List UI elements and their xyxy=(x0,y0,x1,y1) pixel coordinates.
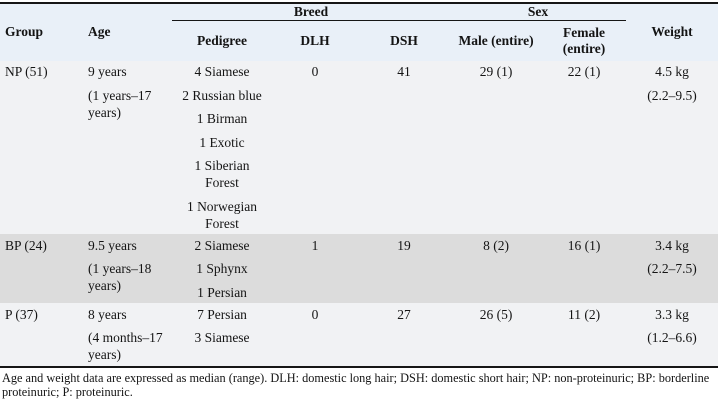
column-group-breed: Breed xyxy=(172,3,451,21)
cell-group: P (37) xyxy=(5,306,38,322)
cell-age: 8 years (4 months–17 years) xyxy=(85,303,172,367)
weight-range: (2.2–7.5) xyxy=(647,261,697,276)
table-body: NP (51) 9 years (1 years–17 years) 4 Sia… xyxy=(0,60,718,367)
pedigree-item: 1 Sphynx xyxy=(196,261,248,276)
cell-weight: 3.3 kg (1.2–6.6) xyxy=(626,303,718,367)
pedigree-item: 1 Siberian Forest xyxy=(194,158,250,190)
cell-male: 8 (2) xyxy=(483,237,509,253)
cell-dsh: 41 xyxy=(397,64,411,79)
column-header-dlh: DLH xyxy=(272,20,358,61)
pedigree-item: 1 Birman xyxy=(196,111,248,126)
age-median: 8 years xyxy=(88,306,127,322)
pedigree-item: 1 Norwegian Forest xyxy=(186,198,258,231)
table-row-np: NP (51) 9 years (1 years–17 years) 4 Sia… xyxy=(0,60,718,235)
age-range: (4 months–17 years) xyxy=(88,330,163,362)
column-header-female: Female (entire) xyxy=(542,20,627,61)
column-header-dsh: DSH xyxy=(358,20,451,61)
column-header-age: Age xyxy=(85,3,172,61)
pedigree-item: 2 Siamese xyxy=(194,237,250,253)
age-range: (1 years–17 years) xyxy=(88,87,152,120)
cat-demographics-table: Group Age Breed Sex Weight Pedigree DLH … xyxy=(0,2,718,368)
table-footnote: Age and weight data are expressed as med… xyxy=(0,370,718,400)
pedigree-item: 7 Persian xyxy=(197,306,247,322)
cell-weight: 4.5 kg (2.2–9.5) xyxy=(626,61,718,235)
pedigree-item: 1 Exotic xyxy=(199,134,245,150)
pedigree-item: 2 Russian blue xyxy=(182,87,262,103)
cell-group: BP (24) xyxy=(5,237,47,253)
column-header-pedigree: Pedigree xyxy=(172,20,272,61)
weight-range: (2.2–9.5) xyxy=(647,87,697,103)
age-range: (1 years–18 years) xyxy=(88,261,152,293)
cell-dlh: 1 xyxy=(311,237,319,253)
cell-group: NP (51) xyxy=(5,64,48,79)
pedigree-item: 1 Persian xyxy=(197,284,247,300)
column-group-sex: Sex xyxy=(450,3,627,21)
age-median: 9.5 years xyxy=(88,237,137,253)
column-header-group: Group xyxy=(0,3,85,61)
cell-female: 16 (1) xyxy=(567,237,601,253)
cell-pedigree: 4 Siamese 2 Russian blue 1 Birman 1 Exot… xyxy=(172,61,272,235)
cell-female: 22 (1) xyxy=(567,64,601,79)
pedigree-item: 4 Siamese xyxy=(194,64,250,79)
weight-range: (1.2–6.6) xyxy=(647,330,697,345)
table-header: Group Age Breed Sex Weight Pedigree DLH … xyxy=(0,3,718,61)
age-median: 9 years xyxy=(88,64,127,79)
cell-weight: 3.4 kg (2.2–7.5) xyxy=(626,234,718,303)
table-row-p: P (37) 8 years (4 months–17 years) 7 Per… xyxy=(0,303,718,367)
cell-dlh: 0 xyxy=(311,64,319,79)
cell-pedigree: 2 Siamese 1 Sphynx 1 Persian xyxy=(172,234,272,303)
cell-male: 29 (1) xyxy=(479,64,513,79)
cell-age: 9 years (1 years–17 years) xyxy=(85,61,172,235)
weight-median: 4.5 kg xyxy=(655,64,689,79)
weight-median: 3.4 kg xyxy=(655,237,689,253)
column-header-male: Male (entire) xyxy=(450,20,543,61)
cell-female: 11 (2) xyxy=(567,306,601,322)
column-header-weight: Weight xyxy=(626,3,718,61)
cell-dlh: 0 xyxy=(311,306,319,322)
table-row-bp: BP (24) 9.5 years (1 years–18 years) 2 S… xyxy=(0,234,718,303)
weight-median: 3.3 kg xyxy=(655,306,689,322)
cell-dsh: 19 xyxy=(397,237,411,253)
cell-male: 26 (5) xyxy=(479,306,513,322)
cell-pedigree: 7 Persian 3 Siamese xyxy=(172,303,272,367)
pedigree-item: 3 Siamese xyxy=(194,330,250,345)
cell-age: 9.5 years (1 years–18 years) xyxy=(85,234,172,303)
cell-dsh: 27 xyxy=(397,306,411,322)
